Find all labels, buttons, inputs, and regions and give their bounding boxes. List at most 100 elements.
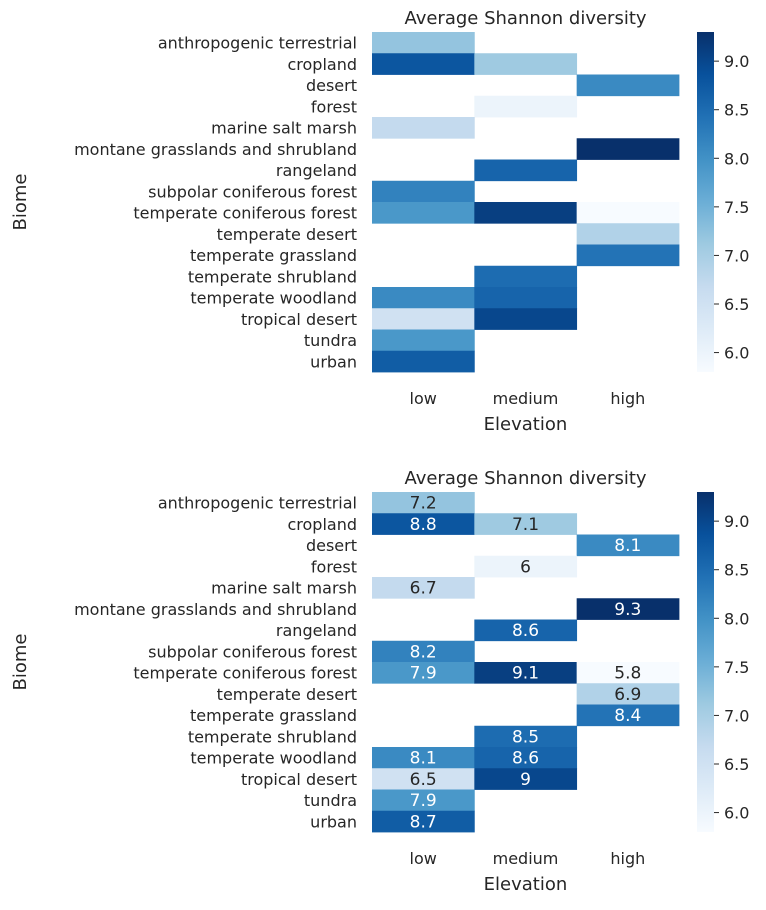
y-tick-label: subpolar coniferous forest <box>148 182 357 201</box>
y-tick-label: tundra <box>304 791 357 810</box>
x-tick-label: high <box>610 849 645 868</box>
y-tick-label: montane grasslands and shrubland <box>74 140 357 159</box>
heatmap-cell <box>576 74 680 97</box>
heatmap-cell <box>474 159 578 182</box>
y-axis-label: Biome <box>10 174 31 231</box>
y-tick-label: temperate woodland <box>190 749 357 768</box>
heatmap-cell <box>474 662 578 684</box>
heatmap-cell <box>372 117 475 139</box>
y-tick-label: rangeland <box>276 161 357 180</box>
y-tick-label: temperate desert <box>217 225 357 244</box>
heatmap-cell <box>474 53 578 75</box>
heatmap-cell <box>372 789 475 812</box>
cell-value-label: 6 <box>520 557 531 577</box>
colorbar-tick-label: 7.5 <box>724 198 749 217</box>
cell-value-label: 8.6 <box>512 749 539 769</box>
x-tick-label: medium <box>493 389 559 408</box>
x-axis-label: Elevation <box>484 874 568 895</box>
y-tick-label: forest <box>311 557 357 576</box>
heatmap-cell <box>576 534 680 557</box>
heatmap-cell <box>372 32 475 54</box>
heatmap-cell <box>474 619 578 642</box>
colorbar-tick-label: 9.0 <box>724 512 749 531</box>
heatmap-cell <box>372 308 475 330</box>
y-tick-label: urban <box>310 812 357 831</box>
heatmap-cell <box>474 265 578 288</box>
heatmap-cell <box>372 329 475 352</box>
colorbar <box>697 32 714 372</box>
y-tick-label: temperate woodland <box>190 289 357 308</box>
heatmap-cell <box>474 555 578 578</box>
heatmap-cell <box>474 768 578 790</box>
heatmap-cell <box>576 244 680 267</box>
y-tick-label: temperate grassland <box>190 246 357 265</box>
y-tick-label: montane grasslands and shrubland <box>74 600 357 619</box>
heatmap-cell <box>576 598 680 620</box>
x-axis-label: Elevation <box>484 414 568 435</box>
cell-value-label: 7.1 <box>512 515 539 535</box>
y-tick-label: marine salt marsh <box>211 579 357 598</box>
x-tick-label: high <box>610 389 645 408</box>
y-tick-label: temperate shrubland <box>188 267 357 286</box>
colorbar-tick-label: 6.0 <box>724 344 749 363</box>
y-tick-label: anthropogenic terrestrial <box>158 34 357 53</box>
heatmap-cell <box>372 492 475 514</box>
heatmap-cell <box>576 138 680 160</box>
heatmap-cell <box>372 640 475 663</box>
heatmap-cell <box>372 180 475 203</box>
x-tick-label: low <box>410 389 437 408</box>
colorbar-tick-label: 8.0 <box>724 609 749 628</box>
y-tick-label: rangeland <box>276 621 357 640</box>
colorbar-tick-label: 7.0 <box>724 246 749 265</box>
cell-value-label: 8.2 <box>410 642 437 662</box>
colorbar-tick-label: 8.0 <box>724 149 749 168</box>
heatmap-cell <box>576 662 680 684</box>
heatmap-top: Average Shannon diversity anthropogenic t… <box>0 0 766 450</box>
y-tick-label: temperate coniferous forest <box>133 664 357 683</box>
y-tick-label: cropland <box>287 55 357 74</box>
y-tick-label: desert <box>306 76 357 95</box>
colorbar-tick-label: 7.5 <box>724 658 749 677</box>
y-tick-label: marine salt marsh <box>211 119 357 138</box>
heatmap-cell <box>372 53 475 75</box>
heatmap-cell <box>372 747 475 769</box>
y-tick-label: tundra <box>304 331 357 350</box>
y-tick-label: tropical desert <box>241 310 357 329</box>
heatmap-cell <box>372 350 475 373</box>
cell-value-label: 7.9 <box>410 791 437 811</box>
y-tick-label: temperate grassland <box>190 706 357 725</box>
y-tick-label: cropland <box>287 515 357 534</box>
cell-value-label: 9 <box>520 770 531 790</box>
x-tick-label: medium <box>493 849 559 868</box>
cell-value-label: 8.8 <box>410 515 437 535</box>
y-tick-label: tropical desert <box>241 770 357 789</box>
x-tick-label: low <box>410 849 437 868</box>
colorbar-tick-label: 6.5 <box>724 755 749 774</box>
cell-value-label: 6.9 <box>614 685 641 705</box>
heatmap-cell <box>474 747 578 769</box>
colorbar-tick-label: 6.5 <box>724 295 749 314</box>
cell-value-label: 9.1 <box>512 664 539 684</box>
heatmap-cell <box>372 287 475 309</box>
heatmap-bottom: Average Shannon diversity 7.2 8.8 7.1 8.1 6 6.… <box>0 460 766 910</box>
colorbar-tick-label: 8.5 <box>724 561 749 580</box>
y-tick-label: subpolar coniferous forest <box>148 642 357 661</box>
cell-value-label: 8.5 <box>512 727 539 747</box>
cell-value-label: 7.9 <box>410 664 437 684</box>
colorbar-tick-label: 9.0 <box>724 52 749 71</box>
heatmap-cell <box>372 513 475 535</box>
heatmap-cell <box>576 704 680 727</box>
y-tick-label: temperate shrubland <box>188 727 357 746</box>
heatmap-cell <box>576 683 680 705</box>
y-tick-label: temperate coniferous forest <box>133 204 357 223</box>
heatmap-cell <box>372 577 475 599</box>
cell-value-label: 8.1 <box>614 536 641 556</box>
cell-value-label: 6.7 <box>410 579 437 599</box>
y-tick-label: forest <box>311 97 357 116</box>
cell-value-label: 7.2 <box>410 494 437 514</box>
heatmap-cell <box>372 202 475 224</box>
y-tick-label: urban <box>310 352 357 371</box>
y-tick-label: anthropogenic terrestrial <box>158 494 357 513</box>
y-axis-label: Biome <box>10 634 31 691</box>
y-tick-label: temperate desert <box>217 685 357 704</box>
